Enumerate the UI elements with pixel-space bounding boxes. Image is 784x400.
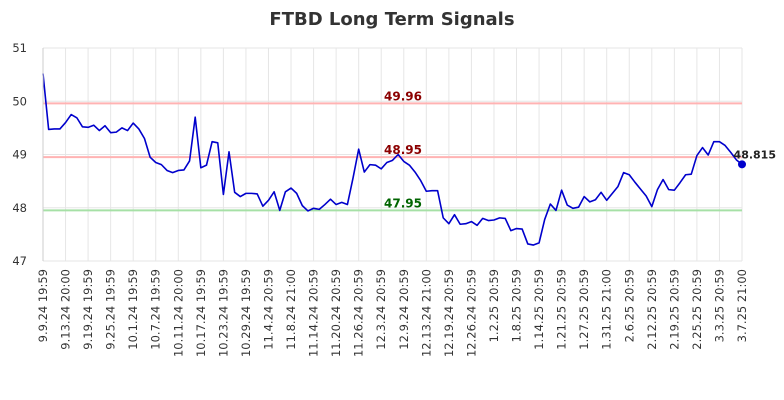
x-tick-label: 9.9.24 19:59 (36, 269, 50, 342)
x-tick-label: 10.7.24 19:59 (149, 269, 163, 350)
x-tick-label: 11.26.24 20:59 (352, 269, 366, 357)
y-axis: 47 48 49 50 51 (12, 41, 44, 268)
label-layer: 49.96 48.95 47.95 48.815 (384, 89, 776, 210)
x-tick-label: 2.6.25 20:59 (622, 269, 636, 342)
y-tick-label: 48 (12, 201, 27, 215)
x-tick-label: 12.26.24 20:59 (464, 269, 478, 357)
last-value-label: 48.815 (734, 148, 776, 161)
x-tick-label: 11.20.24 20:59 (329, 269, 343, 357)
upper-reference-label: 49.96 (384, 89, 422, 103)
x-tick-label: 10.1.24 19:59 (126, 269, 140, 350)
last-point-marker (738, 160, 746, 169)
x-tick-label: 12.3.24 20:59 (374, 269, 388, 350)
series-layer (42, 73, 746, 246)
x-tick-label: 3.7.25 21:00 (735, 269, 749, 342)
y-tick-label: 49 (12, 148, 27, 162)
x-tick-label: 1.31.25 21:00 (600, 269, 614, 350)
x-tick-label: 2.12.25 20:59 (645, 269, 659, 350)
x-tick-label: 10.17.24 19:59 (194, 269, 208, 357)
x-tick-label: 1.14.25 20:59 (532, 269, 546, 350)
middle-reference-label: 48.95 (384, 143, 422, 157)
series-line (42, 73, 743, 246)
x-tick-label: 11.4.24 20:59 (261, 269, 275, 350)
x-tick-label: 9.19.24 19:59 (81, 269, 95, 350)
x-tick-label: 11.8.24 21:00 (284, 269, 298, 350)
x-tick-label: 9.13.24 20:00 (59, 269, 73, 350)
x-tick-label: 1.21.25 20:59 (555, 269, 569, 350)
x-axis: 9.9.24 19:59 9.13.24 20:00 9.19.24 19:59 9.… (36, 269, 749, 357)
x-tick-label: 1.8.25 20:59 (510, 269, 524, 342)
x-tick-label: 2.19.25 20:59 (667, 269, 681, 350)
x-tick-label: 11.14.24 20:59 (307, 269, 321, 357)
x-tick-label: 2.25.25 20:59 (690, 269, 704, 350)
x-tick-label: 10.29.24 19:59 (239, 269, 253, 357)
lower-reference-label: 47.95 (384, 196, 422, 210)
x-tick-label: 12.9.24 20:59 (397, 269, 411, 350)
x-tick-label: 9.25.24 19:59 (104, 269, 118, 350)
x-tick-label: 10.11.24 20:00 (171, 269, 185, 357)
y-tick-label: 51 (12, 41, 27, 55)
chart-title: FTBD Long Term Signals (269, 9, 514, 30)
x-tick-label: 3.3.25 20:59 (712, 269, 726, 342)
reference-lines (43, 102, 742, 212)
x-tick-label: 1.2.25 20:59 (487, 269, 501, 342)
x-tick-label: 12.19.24 20:59 (442, 269, 456, 357)
x-tick-label: 10.23.24 19:59 (216, 269, 230, 357)
y-tick-label: 50 (12, 94, 27, 108)
x-tick-label: 1.27.25 20:59 (577, 269, 591, 350)
x-tick-label: 12.13.24 21:00 (419, 269, 433, 357)
y-tick-label: 47 (12, 254, 27, 268)
